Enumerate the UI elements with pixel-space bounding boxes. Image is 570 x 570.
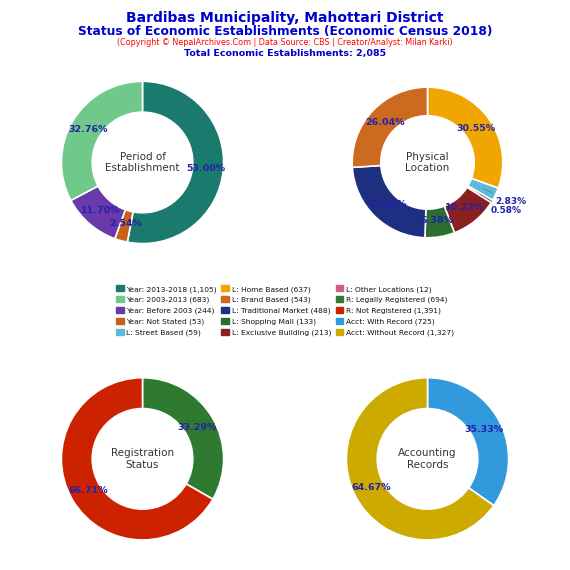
Wedge shape bbox=[467, 186, 492, 203]
Legend: Year: 2013-2018 (1,105), Year: 2003-2013 (683), Year: Before 2003 (244), Year: N: Year: 2013-2018 (1,105), Year: 2003-2013… bbox=[113, 282, 457, 339]
Wedge shape bbox=[62, 378, 213, 540]
Wedge shape bbox=[62, 82, 142, 201]
Text: 23.41%: 23.41% bbox=[367, 200, 406, 209]
Wedge shape bbox=[428, 378, 508, 506]
Wedge shape bbox=[127, 82, 223, 243]
Text: 66.71%: 66.71% bbox=[68, 486, 108, 495]
Text: 2.54%: 2.54% bbox=[109, 219, 142, 228]
Wedge shape bbox=[425, 206, 454, 238]
Text: 6.38%: 6.38% bbox=[421, 216, 454, 225]
Wedge shape bbox=[428, 87, 503, 188]
Text: Total Economic Establishments: 2,085: Total Economic Establishments: 2,085 bbox=[184, 49, 386, 58]
Wedge shape bbox=[115, 210, 133, 242]
Text: 53.00%: 53.00% bbox=[186, 164, 225, 173]
Wedge shape bbox=[71, 186, 125, 239]
Wedge shape bbox=[347, 378, 494, 540]
Text: 30.55%: 30.55% bbox=[456, 124, 495, 133]
Text: 35.33%: 35.33% bbox=[464, 425, 503, 434]
Text: 33.29%: 33.29% bbox=[178, 422, 217, 431]
Text: 32.76%: 32.76% bbox=[68, 125, 108, 135]
Wedge shape bbox=[352, 87, 428, 168]
Wedge shape bbox=[468, 178, 498, 200]
Text: Accounting
Records: Accounting Records bbox=[398, 448, 457, 470]
Text: 11.70%: 11.70% bbox=[82, 206, 121, 215]
Wedge shape bbox=[142, 378, 223, 499]
Wedge shape bbox=[444, 188, 491, 233]
Text: 2.83%: 2.83% bbox=[483, 189, 526, 206]
Text: 0.58%: 0.58% bbox=[480, 194, 522, 214]
Text: 10.22%: 10.22% bbox=[445, 203, 484, 213]
Text: 26.04%: 26.04% bbox=[365, 118, 404, 127]
Text: Registration
Status: Registration Status bbox=[111, 448, 174, 470]
Text: Period of
Establishment: Period of Establishment bbox=[105, 152, 180, 173]
Text: 64.67%: 64.67% bbox=[352, 483, 391, 492]
Text: Bardibas Municipality, Mahottari District: Bardibas Municipality, Mahottari Distric… bbox=[126, 11, 444, 26]
Text: Physical
Location: Physical Location bbox=[405, 152, 450, 173]
Wedge shape bbox=[352, 165, 426, 238]
Text: (Copyright © NepalArchives.Com | Data Source: CBS | Creator/Analyst: Milan Karki: (Copyright © NepalArchives.Com | Data So… bbox=[117, 38, 453, 47]
Text: Status of Economic Establishments (Economic Census 2018): Status of Economic Establishments (Econo… bbox=[78, 25, 492, 38]
